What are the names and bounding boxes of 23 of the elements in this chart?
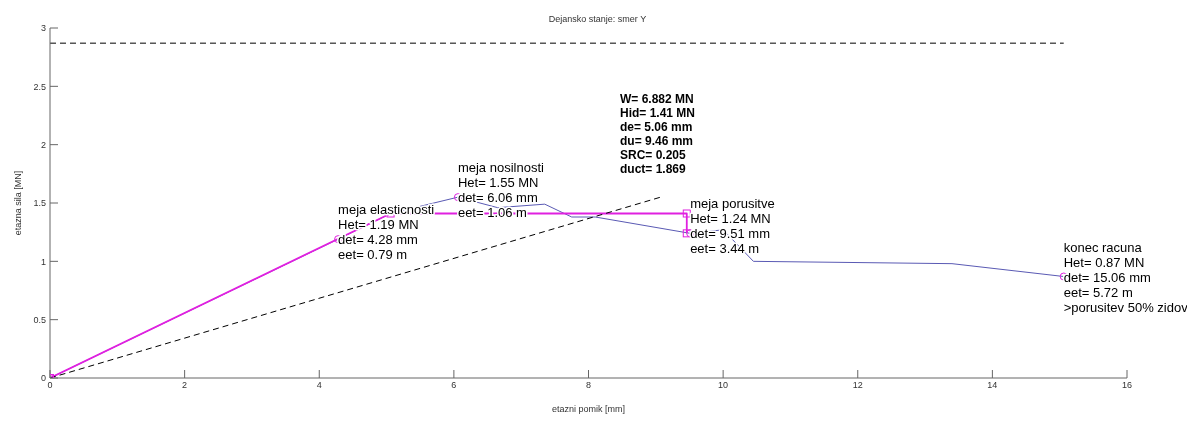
x-tick-label: 4	[316, 380, 322, 391]
y-tick-label: 3	[40, 23, 46, 34]
y-tick-label: 2.5	[33, 81, 46, 92]
y-tick-label: 0.5	[33, 314, 46, 325]
x-axis-title: etazni pomik [mm]	[551, 404, 626, 414]
x-tick-label: 16	[1121, 380, 1133, 391]
y-tick-label: 2	[40, 139, 46, 150]
x-tick-label: 14	[987, 380, 998, 391]
x-tick-label: 12	[852, 380, 863, 391]
y-tick-label: 1.5	[33, 198, 46, 209]
x-tick-label: 10	[718, 380, 729, 391]
point	[682, 209, 691, 218]
y-tick-label: 0	[40, 373, 46, 384]
x-tick-label: 6	[451, 380, 457, 391]
y-axis-title: etazna sila [MN]	[13, 170, 24, 236]
annotation: meja porusitve Het= 1.24 MN det= 9.51 mm eet= 3.44 m	[690, 196, 775, 257]
x-tick-label: 8	[585, 380, 592, 391]
annotation: konec racuna Het= 0.87 MN det= 15.06 mm eet= 5.72 m >porusitev 50% zidov	[1063, 239, 1189, 315]
x-tick-label: 2	[182, 380, 188, 391]
y-tick-label: 1	[40, 256, 46, 267]
x-tick-label: 0	[47, 380, 53, 391]
annotation: W= 6.882 MN Hid= 1.41 MN de= 5.06 mm du= 9.46 mm SRC= 0.205 duct= 1.869	[620, 92, 696, 176]
chart-title: Dejansko stanje: smer Y	[547, 14, 648, 24]
